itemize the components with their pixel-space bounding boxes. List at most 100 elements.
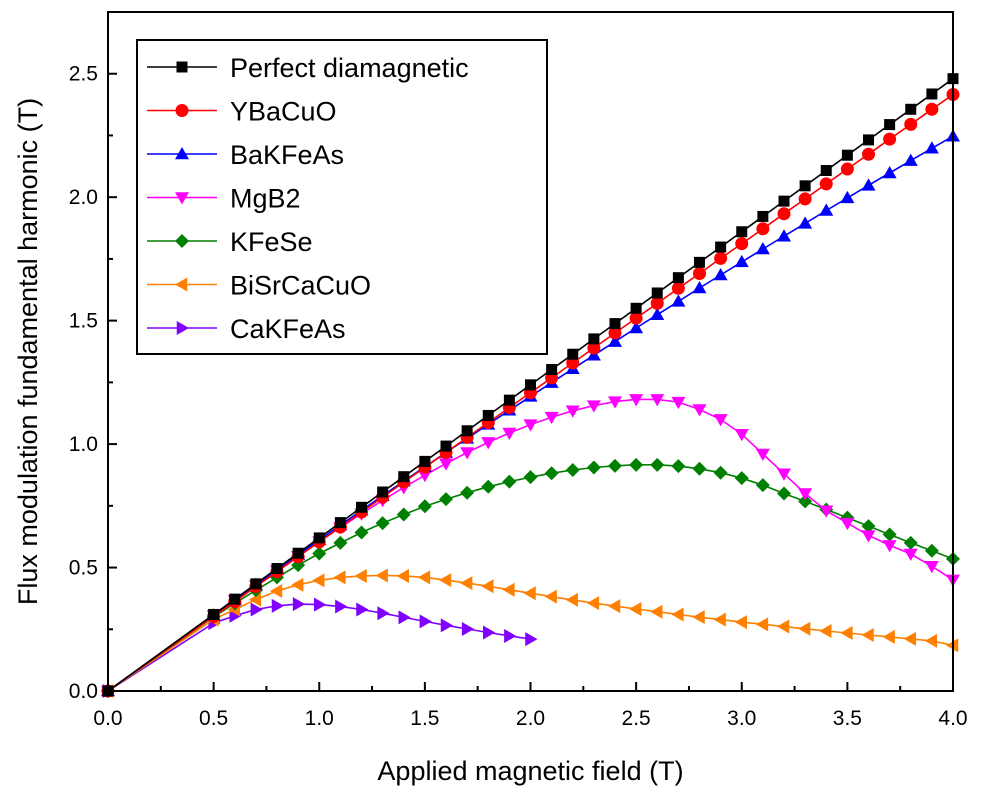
data-point: [419, 455, 431, 467]
data-point: [588, 333, 600, 345]
x-tick-label: 1.5: [410, 707, 439, 730]
data-point: [460, 576, 473, 591]
data-point: [756, 222, 770, 236]
data-point: [461, 425, 473, 437]
data-point: [925, 102, 939, 116]
data-point: [734, 428, 749, 442]
data-point: [650, 307, 665, 320]
data-point: [798, 216, 813, 229]
data-point: [608, 396, 622, 409]
data-point: [503, 394, 515, 406]
data-point: [840, 517, 855, 531]
data-point: [862, 147, 875, 161]
data-point: [417, 570, 431, 585]
data-point: [671, 607, 684, 622]
legend: Perfect diamagnetic YBaCuO BaKFeAs MgB2 KFeS…: [136, 39, 548, 355]
data-point: [884, 119, 896, 131]
data-point: [882, 165, 897, 179]
data-point: [819, 177, 833, 191]
data-point: [354, 525, 369, 540]
data-point: [565, 592, 578, 607]
data-point: [481, 479, 496, 494]
data-point: [819, 624, 832, 639]
legend-label: BiSrCaCuO: [230, 271, 371, 301]
data-point: [483, 625, 496, 640]
data-point: [567, 348, 579, 360]
y-tick-label: 1.5: [69, 310, 98, 333]
data-point: [714, 251, 728, 265]
data-point: [334, 517, 346, 529]
x-tick-label: 0.0: [93, 707, 122, 730]
data-point: [840, 162, 854, 176]
data-point: [248, 592, 262, 607]
legend-item: YBaCuO: [147, 97, 337, 127]
data-point: [755, 448, 770, 461]
data-point: [504, 628, 517, 643]
data-point: [335, 599, 348, 614]
legend-item: BaKFeAs: [147, 140, 344, 170]
data-point: [544, 589, 557, 604]
data-point: [650, 394, 665, 407]
data-point: [924, 141, 939, 154]
data-point: [208, 608, 220, 620]
data-point: [861, 530, 876, 543]
x-tick-label: 2.0: [516, 707, 545, 730]
data-point: [777, 468, 791, 481]
legend-item: CaKFeAs: [147, 314, 346, 344]
data-point: [692, 610, 705, 625]
tick-layer: 0.0 0.5 1.0 1.5 2.0 2.5 3.0 3.5 4.0 0.0 0.5 1.0 1.5 2…: [69, 63, 968, 730]
data-point: [629, 457, 644, 472]
data-point: [819, 505, 834, 518]
data-point: [250, 602, 263, 617]
data-point: [544, 411, 559, 425]
legend-swatch-marker: [175, 277, 188, 292]
legend-item: BiSrCaCuO: [147, 271, 371, 301]
data-point: [523, 419, 538, 432]
data-point: [819, 203, 834, 216]
data-point: [630, 302, 642, 314]
data-point: [799, 180, 811, 192]
data-point: [314, 597, 327, 612]
data-point: [312, 573, 325, 588]
x-tick-label: 0.5: [199, 707, 228, 730]
legend-label: CaKFeAs: [230, 314, 346, 344]
data-point: [882, 629, 895, 644]
series-bisrcacuo: [101, 568, 959, 698]
data-point: [439, 492, 453, 507]
y-tick-label: 2.5: [69, 63, 98, 86]
x-tick-label: 1.0: [305, 707, 334, 730]
data-point: [523, 586, 536, 601]
data-point: [608, 326, 622, 340]
y-tick-label: 0.5: [69, 557, 98, 580]
data-point: [692, 461, 707, 476]
data-point: [608, 334, 622, 347]
legend-label: MgB2: [230, 184, 301, 214]
data-point: [608, 458, 622, 473]
data-point: [565, 463, 580, 478]
data-point: [903, 548, 918, 561]
data-point: [439, 458, 453, 471]
data-point: [313, 532, 325, 544]
data-point: [777, 207, 791, 221]
data-point: [356, 501, 367, 513]
data-point: [692, 404, 707, 417]
data-point: [734, 615, 747, 630]
data-point: [694, 256, 705, 268]
legend-label: YBaCuO: [230, 97, 337, 127]
data-point: [398, 610, 411, 625]
data-point: [481, 437, 496, 450]
data-point: [333, 570, 346, 585]
data-point: [693, 266, 706, 280]
data-point: [863, 134, 874, 146]
data-point: [229, 593, 241, 605]
data-point: [882, 527, 897, 542]
data-point: [671, 294, 686, 307]
data-point: [629, 602, 642, 617]
data-point: [250, 578, 262, 590]
data-point: [629, 311, 643, 325]
data-point: [798, 192, 812, 206]
data-point: [926, 88, 938, 100]
data-point: [777, 619, 790, 634]
data-point: [778, 195, 790, 207]
data-point: [757, 210, 769, 222]
